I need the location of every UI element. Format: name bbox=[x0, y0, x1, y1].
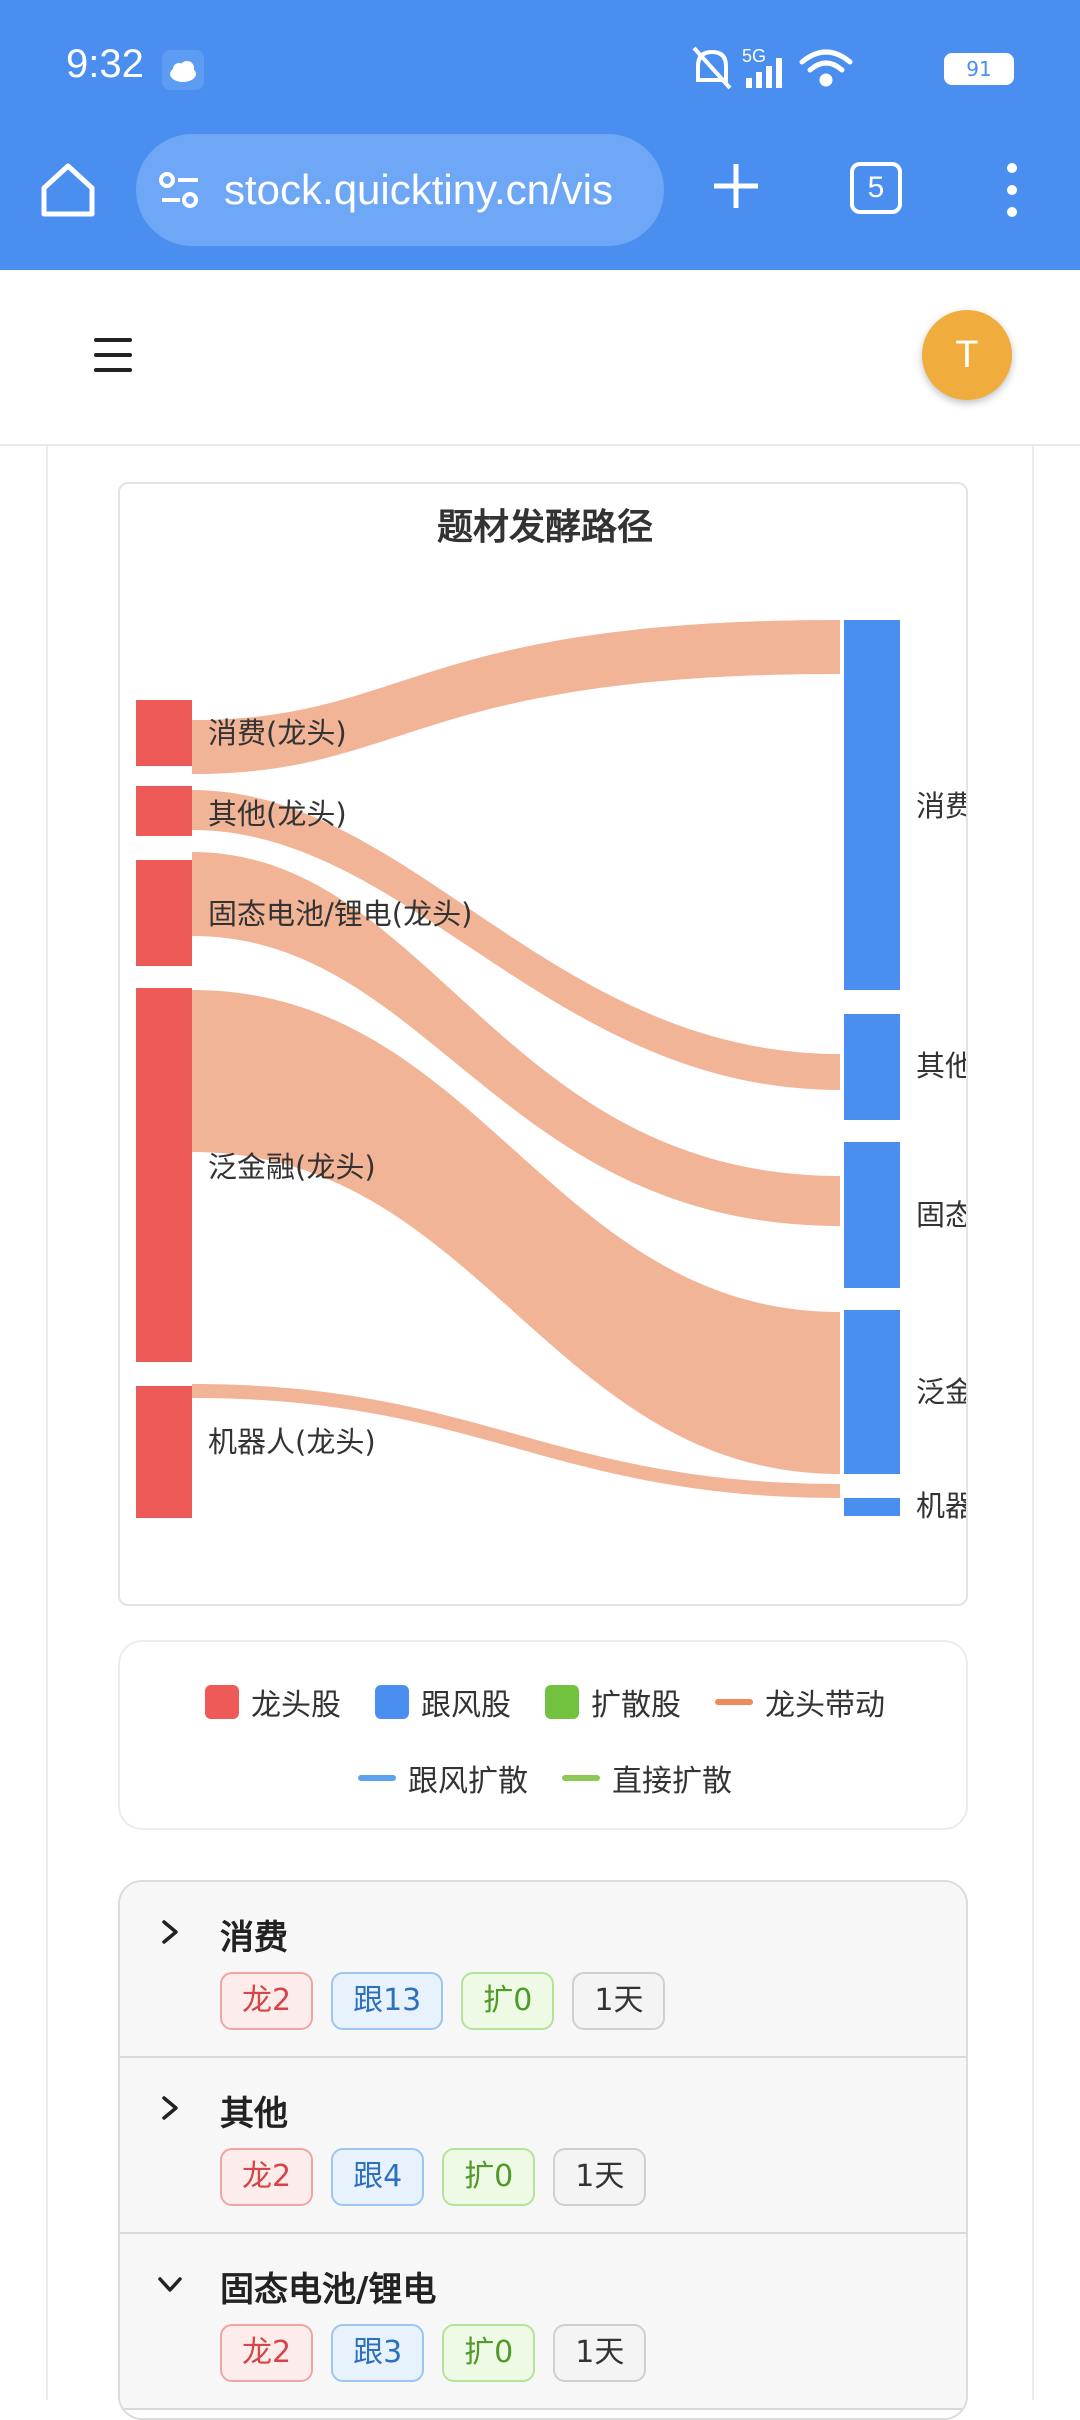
node-right-solid bbox=[844, 1142, 900, 1288]
label-right-consumption: 消费 bbox=[916, 789, 968, 823]
flow-consumption bbox=[192, 620, 840, 774]
follower-count-badge: 跟4 bbox=[331, 2148, 425, 2206]
legend-follower-spread[interactable]: 跟风扩散 bbox=[358, 1756, 528, 1800]
wifi-icon bbox=[799, 49, 853, 87]
chevron-right-icon[interactable] bbox=[156, 2094, 184, 2122]
spread-count-badge: 扩0 bbox=[442, 2148, 536, 2206]
legend-direct-spread[interactable]: 直接扩散 bbox=[562, 1756, 732, 1800]
chart-legend: 龙头股 跟风股 扩散股 龙头带动 跟风扩散 直接扩散 bbox=[118, 1640, 968, 1830]
spread-count-badge: 扩0 bbox=[442, 2324, 536, 2382]
address-bar[interactable]: stock.quicktiny.cn/vis bbox=[136, 134, 664, 246]
sankey-chart: 消费(龙头) 其他(龙头) 固态电池/锂电(龙头) 泛金融(龙头) 机器人(龙头… bbox=[136, 620, 968, 1523]
theme-group-solid-battery[interactable]: 固态电池/锂电 龙2 跟3 扩0 1天 bbox=[120, 2234, 966, 2410]
legend-line bbox=[715, 1699, 753, 1705]
flow-finance bbox=[192, 990, 840, 1474]
leader-count-badge: 龙2 bbox=[220, 2324, 314, 2382]
follower-count-badge: 跟3 bbox=[331, 2324, 425, 2382]
label-left-finance: 泛金融(龙头) bbox=[208, 1150, 376, 1184]
node-left-solid-battery bbox=[136, 860, 192, 966]
menu-icon[interactable] bbox=[94, 338, 132, 374]
home-icon[interactable] bbox=[36, 158, 100, 222]
legend-line bbox=[358, 1775, 396, 1781]
legend-follower[interactable]: 跟风股 bbox=[375, 1680, 511, 1724]
status-bar: 9:32 5G 91 bbox=[0, 0, 1080, 130]
group-title: 消费 bbox=[220, 1918, 288, 1958]
silent-bell-icon bbox=[692, 46, 732, 90]
status-time: 9:32 bbox=[66, 42, 144, 86]
theme-group-other[interactable]: 其他 龙2 跟4 扩0 1天 bbox=[120, 2058, 966, 2234]
theme-group-consumption[interactable]: 消费 龙2 跟13 扩0 1天 bbox=[120, 1882, 966, 2058]
page-header: T bbox=[0, 270, 1080, 446]
label-left-consumption: 消费(龙头) bbox=[208, 716, 347, 750]
node-left-robot bbox=[136, 1386, 192, 1518]
days-badge: 1天 bbox=[553, 2148, 647, 2206]
legend-swatch bbox=[545, 1685, 579, 1719]
legend-leader-driven[interactable]: 龙头带动 bbox=[715, 1680, 885, 1724]
node-left-other bbox=[136, 786, 192, 836]
more-menu-icon[interactable] bbox=[1000, 158, 1024, 222]
label-right-finance: 泛金 bbox=[916, 1375, 968, 1409]
cloud-icon bbox=[162, 50, 204, 90]
battery-indicator: 91 bbox=[944, 53, 1014, 85]
leader-count-badge: 龙2 bbox=[220, 1972, 314, 2030]
legend-swatch bbox=[375, 1685, 409, 1719]
label-left-other: 其他(龙头) bbox=[208, 797, 347, 831]
label-right-robot: 机器 bbox=[916, 1489, 968, 1523]
legend-spread[interactable]: 扩散股 bbox=[545, 1680, 681, 1724]
avatar[interactable]: T bbox=[922, 310, 1012, 400]
node-right-finance bbox=[844, 1310, 900, 1474]
node-left-consumption bbox=[136, 700, 192, 766]
leader-count-badge: 龙2 bbox=[220, 2148, 314, 2206]
5g-label: 5G bbox=[742, 46, 766, 66]
chevron-right-icon[interactable] bbox=[156, 1918, 184, 1946]
flow-other bbox=[192, 790, 840, 1090]
label-right-solid: 固态 bbox=[916, 1198, 968, 1232]
group-title: 其他 bbox=[220, 2094, 288, 2134]
legend-line bbox=[562, 1775, 600, 1781]
main-content: 题材发酵路径 bbox=[46, 446, 1034, 2420]
spread-count-badge: 扩0 bbox=[461, 1972, 555, 2030]
days-badge: 1天 bbox=[553, 2324, 647, 2382]
label-left-robot: 机器人(龙头) bbox=[208, 1425, 376, 1459]
flow-robot bbox=[192, 1384, 840, 1498]
label-left-solid-battery: 固态电池/锂电(龙头) bbox=[208, 897, 472, 931]
sankey-chart-card: 题材发酵路径 bbox=[118, 482, 968, 1606]
site-settings-icon[interactable] bbox=[158, 170, 202, 210]
system-icons: 5G bbox=[692, 46, 853, 90]
node-right-other bbox=[844, 1014, 900, 1120]
node-left-finance bbox=[136, 988, 192, 1362]
flow-solid-battery bbox=[192, 852, 840, 1226]
legend-swatch bbox=[205, 1685, 239, 1719]
url-text: stock.quicktiny.cn/vis bbox=[224, 166, 614, 213]
node-right-consumption bbox=[844, 620, 900, 990]
browser-toolbar: stock.quicktiny.cn/vis 5 bbox=[0, 130, 1080, 270]
signal-icon bbox=[746, 58, 782, 88]
chart-title: 题材发酵路径 bbox=[436, 507, 653, 548]
group-title: 固态电池/锂电 bbox=[220, 2270, 437, 2310]
days-badge: 1天 bbox=[572, 1972, 666, 2030]
label-right-other: 其他 bbox=[916, 1049, 968, 1083]
new-tab-icon[interactable] bbox=[706, 156, 766, 216]
legend-leader[interactable]: 龙头股 bbox=[205, 1680, 341, 1724]
theme-group-list: 消费 龙2 跟13 扩0 1天 其他 龙2 跟4 扩0 1天 固态电池/锂电 龙… bbox=[118, 1880, 968, 2420]
chevron-down-icon[interactable] bbox=[156, 2270, 184, 2298]
tab-switcher-button[interactable]: 5 bbox=[850, 162, 902, 214]
node-right-robot bbox=[844, 1498, 900, 1516]
follower-count-badge: 跟13 bbox=[331, 1972, 444, 2030]
